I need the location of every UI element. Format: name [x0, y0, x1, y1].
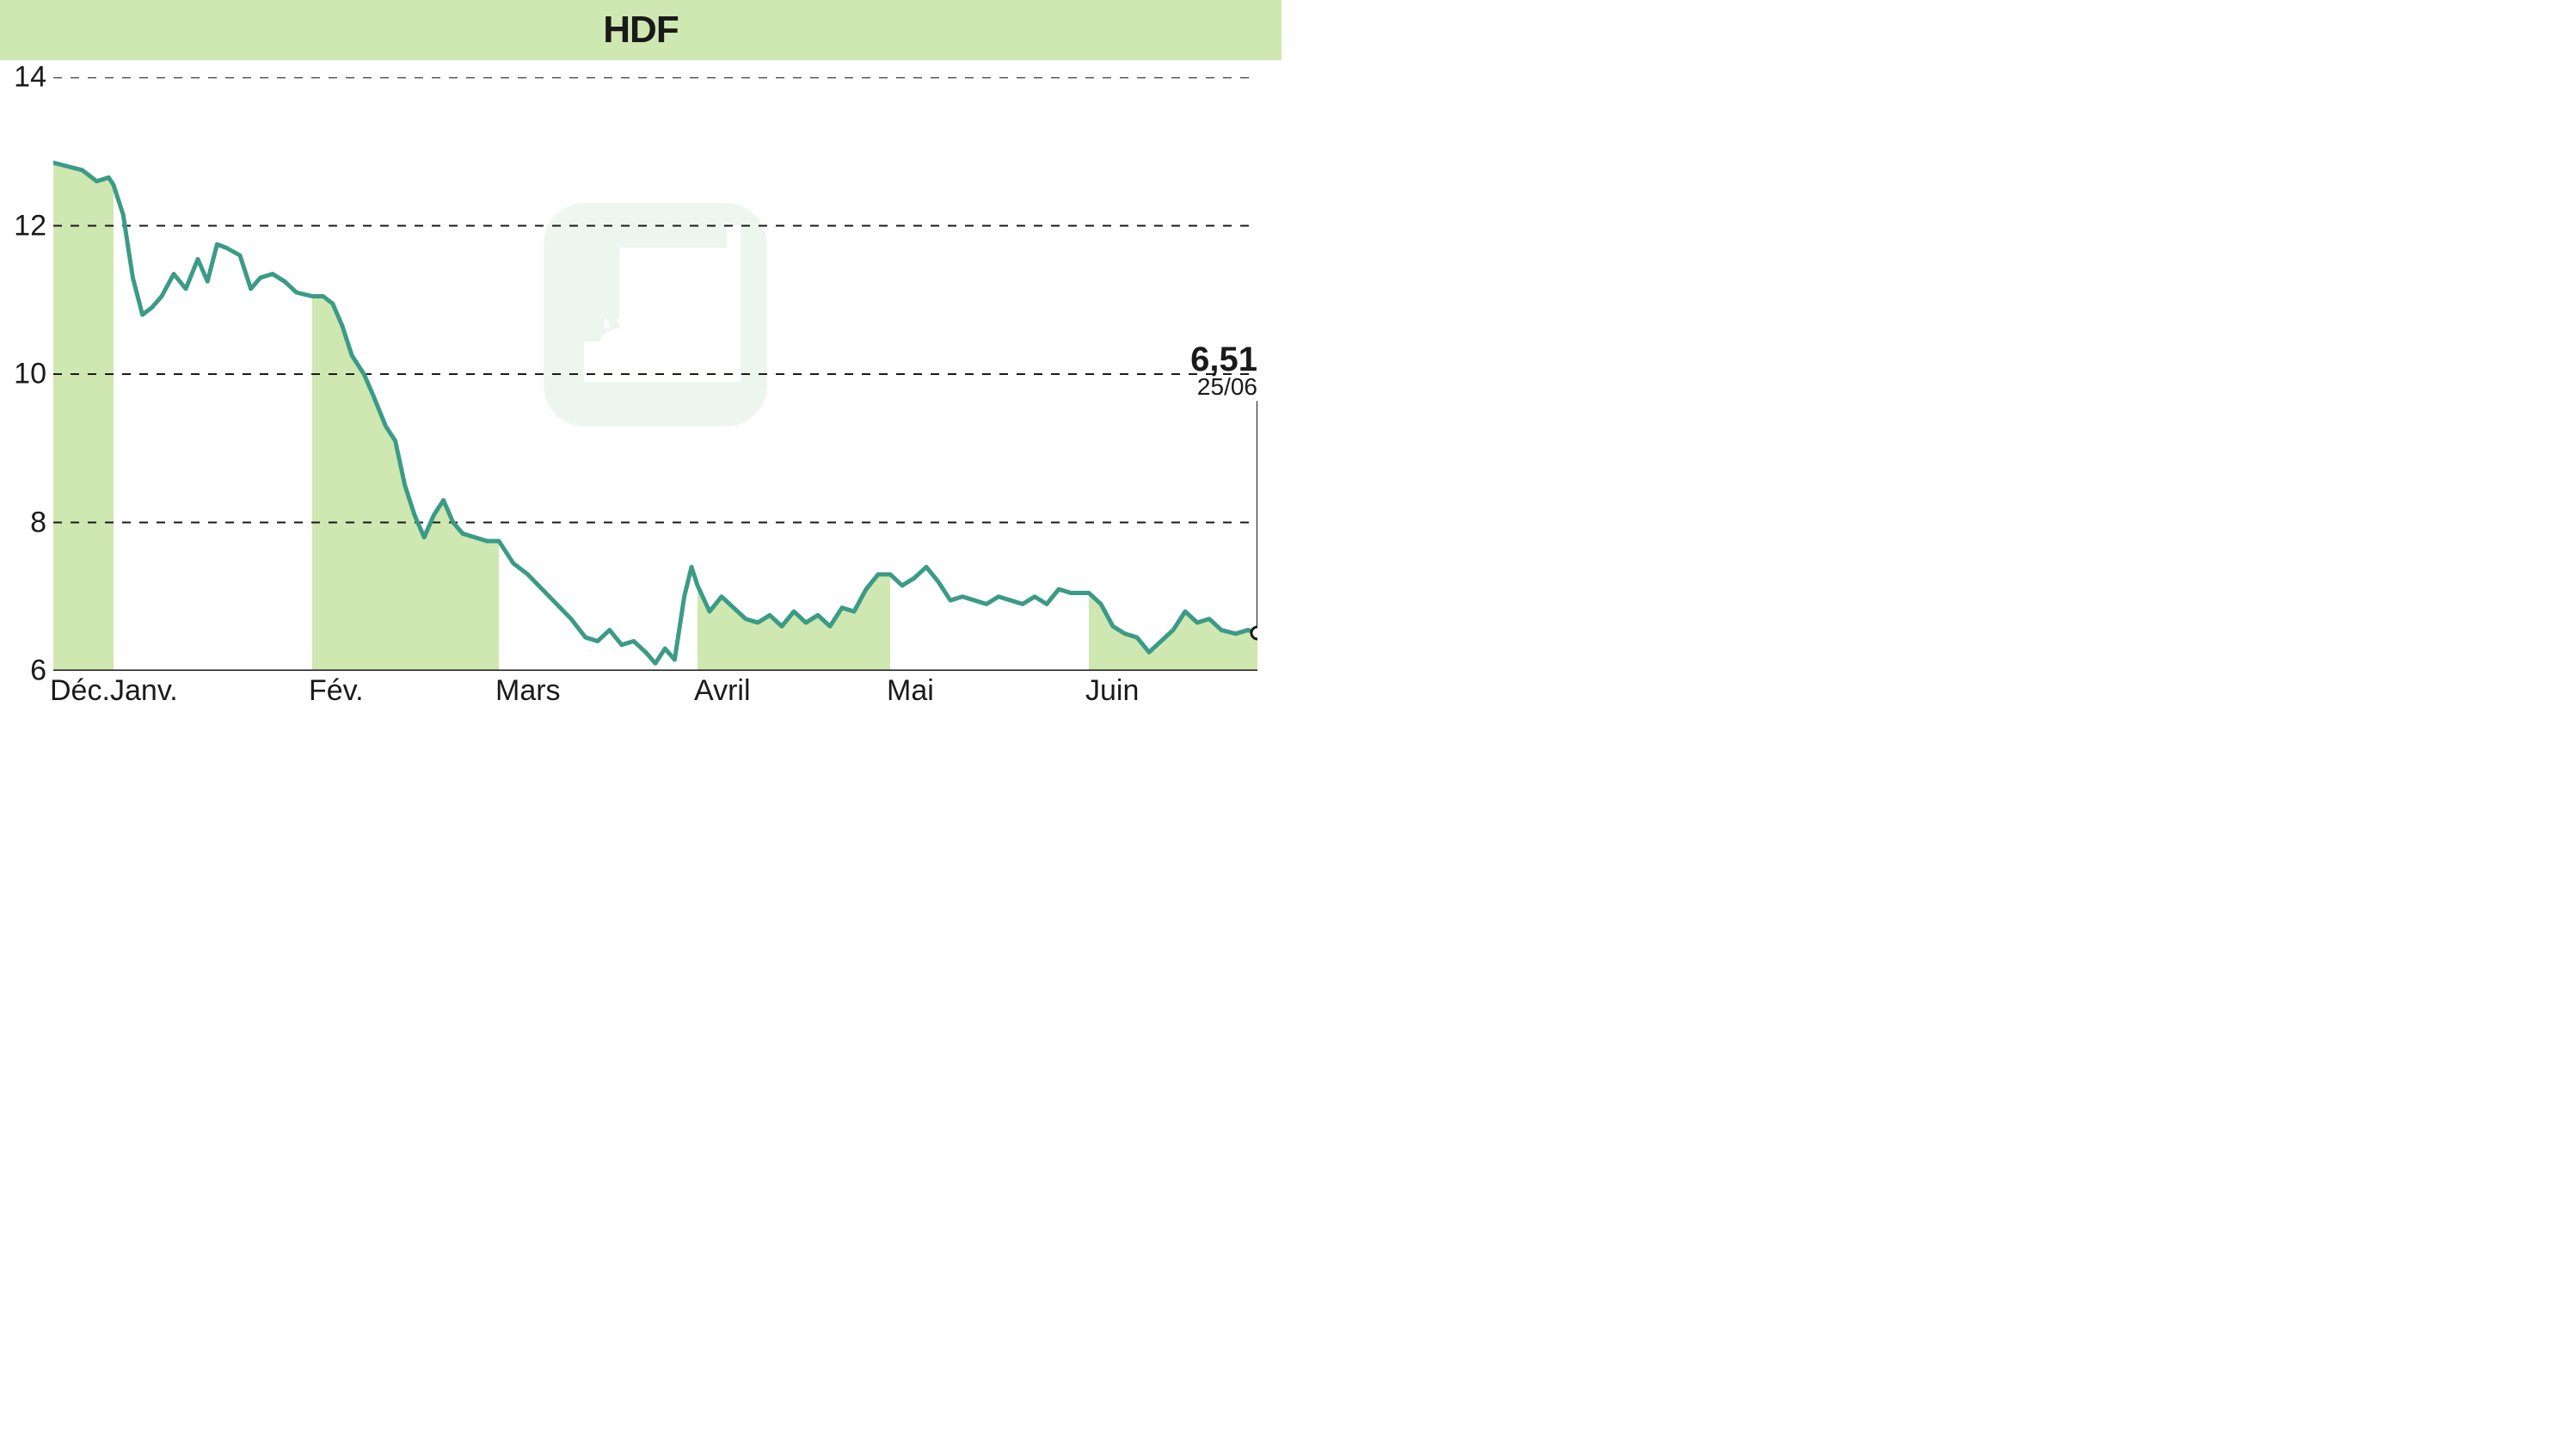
- x-axis-month-label: Déc.: [50, 674, 110, 708]
- x-axis-month-label: Janv.: [110, 674, 178, 708]
- y-axis-tick-label: 14: [14, 61, 46, 95]
- y-axis-tick-label: 6: [30, 654, 46, 688]
- x-axis-month-label: Mai: [887, 674, 934, 708]
- x-axis-month-label: Avril: [694, 674, 751, 708]
- x-axis-month-label: Juin: [1085, 674, 1139, 708]
- chart-title-bar: HDF: [0, 0, 1282, 60]
- plot-area: 68101214Déc.Janv.Fév.MarsAvrilMaiJuin6,5…: [53, 77, 1257, 671]
- chart-svg: [53, 77, 1257, 671]
- y-axis-tick-label: 10: [14, 358, 46, 391]
- chart-title: HDF: [603, 9, 678, 52]
- y-axis-tick-label: 8: [30, 506, 46, 539]
- x-axis-month-label: Mars: [495, 674, 561, 708]
- y-axis-tick-label: 12: [14, 209, 46, 243]
- last-price-date: 25/06: [1197, 373, 1257, 401]
- x-axis-month-label: Fév.: [309, 674, 364, 708]
- stock-chart: HDF 68101214Déc.Janv.Fév.MarsAvrilMaiJui…: [0, 0, 1282, 728]
